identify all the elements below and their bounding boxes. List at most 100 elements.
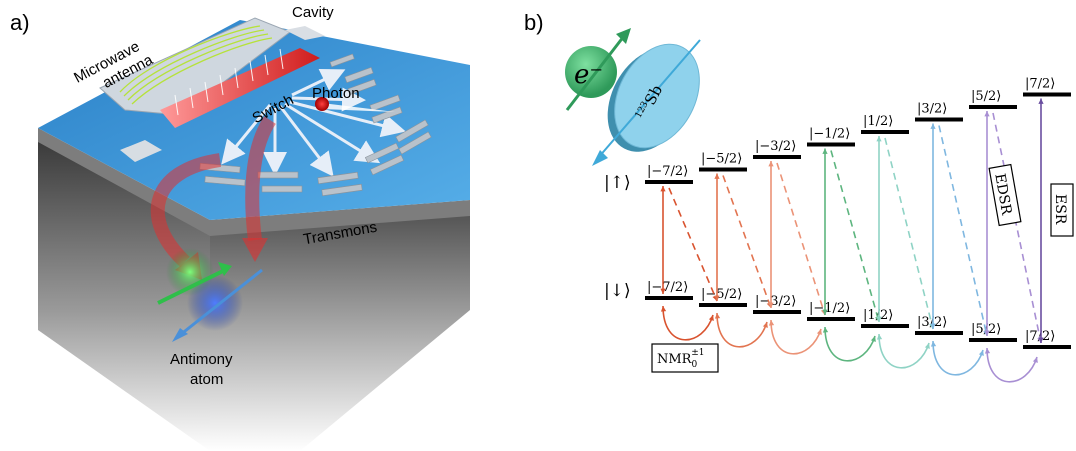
red-resonator	[160, 48, 320, 128]
nmr-label: NMR	[657, 352, 693, 367]
up-level-label: |3/2⟩	[917, 102, 947, 117]
up-level-bar	[807, 142, 855, 147]
edsr-transition	[776, 162, 826, 316]
contact-pad	[120, 140, 162, 162]
electron-label: e⁻	[574, 60, 603, 90]
nmr-curve-head	[984, 348, 991, 354]
red-arrow-left	[150, 153, 222, 268]
down-level-bar	[645, 296, 693, 300]
up-level-bar	[1023, 92, 1071, 97]
nmr-box: NMR0 ±1	[651, 343, 719, 373]
edsr-transition	[884, 137, 934, 330]
red-arrow-right-head	[242, 238, 268, 262]
edsr-transition	[992, 112, 1042, 344]
nmr-superscript: ±1	[691, 348, 704, 358]
down-level-label: |−3/2⟩	[755, 294, 796, 309]
nucleus-axis-arrow	[597, 39, 701, 159]
electron-nucleus-graphic	[565, 28, 701, 166]
nmr-curve-head	[930, 341, 937, 347]
switch-arrows	[221, 68, 406, 177]
up-level-bar	[699, 167, 747, 172]
nmr-curve	[770, 319, 822, 355]
chip-top-surface	[38, 20, 470, 220]
esr-transition-head	[984, 111, 990, 117]
nmr-curve-head	[1032, 357, 1038, 363]
esr-box: ESR	[1050, 183, 1074, 237]
esr-transition-head	[1038, 98, 1044, 104]
nmr-curve	[662, 305, 714, 341]
nucleus-spin-arrowhead	[172, 328, 188, 342]
nmr-curve-head	[876, 334, 883, 340]
esr-transition-head	[714, 295, 720, 301]
nmr-curve-head	[816, 329, 822, 335]
edsr-transition	[938, 125, 988, 337]
esr-transition-head	[822, 309, 828, 315]
up-level-label: |7/2⟩	[1025, 77, 1055, 92]
up-level-bar	[861, 130, 909, 134]
field-drops	[174, 48, 284, 116]
down-level-bar	[1023, 345, 1071, 349]
esr-transition-head	[984, 330, 990, 336]
up-level-label: |1/2⟩	[863, 114, 893, 129]
down-level-label: |−1/2⟩	[809, 301, 850, 316]
up-level-bar	[645, 180, 693, 184]
esr-transition-head	[660, 288, 666, 294]
up-level-bar	[915, 117, 963, 122]
nmr-curve-head	[714, 313, 721, 319]
esr-transition-head	[930, 123, 936, 129]
esr-transition-head	[1038, 337, 1044, 343]
electron-spin-arrow	[157, 268, 226, 305]
up-level-label: |−5/2⟩	[701, 152, 742, 167]
esr-transition-head	[876, 316, 882, 322]
panel-b-label: b)	[524, 10, 544, 35]
photon-label: Photon	[312, 85, 360, 102]
nmr-curve-head	[708, 315, 714, 321]
antenna-field-lines	[119, 25, 273, 105]
esr-transition-head	[768, 161, 774, 167]
esr-transition-head	[714, 173, 720, 179]
down-level-bar	[699, 303, 747, 307]
down-level-label: |3/2⟩	[917, 315, 947, 330]
nmr-curve-head	[768, 320, 775, 326]
cavity-block	[285, 26, 325, 40]
transitions	[660, 98, 1044, 344]
nmr-transitions	[660, 305, 1038, 383]
up-level-label: |−7/2⟩	[647, 164, 688, 179]
nmr-curve-head	[822, 327, 829, 333]
chip-side-right	[210, 215, 470, 451]
spin-up-label: |↑⟩	[604, 173, 631, 193]
nmr-curve	[716, 312, 768, 348]
nucleus-disk	[614, 43, 700, 149]
cavity-label: Cavity	[292, 4, 334, 21]
electron-sphere	[565, 46, 617, 98]
nmr-curve	[932, 340, 984, 376]
up-level-bar	[969, 105, 1017, 109]
esr-label: ESR	[1052, 194, 1068, 225]
nmr-curve-head	[978, 350, 984, 356]
esr-transition-head	[876, 136, 882, 142]
spin-down-label: |↓⟩	[604, 281, 631, 301]
down-level-label: |−5/2⟩	[701, 287, 742, 302]
down-level-label: |1/2⟩	[863, 308, 893, 323]
nucleus-axis-arrowhead	[592, 150, 608, 166]
up-level-label: |−1/2⟩	[809, 127, 850, 142]
down-level-bar	[861, 324, 909, 328]
down-level-bar	[807, 317, 855, 321]
nmr-curve	[824, 326, 876, 362]
esr-transition-head	[660, 186, 666, 192]
electron-axis-arrowhead	[616, 28, 631, 44]
red-arrow-right	[245, 116, 276, 241]
esr-transition-head	[930, 323, 936, 329]
chip-side-left	[38, 140, 210, 451]
esr-transition-head	[822, 148, 828, 154]
chip-substrate-edge	[38, 128, 470, 236]
antimony-atom-label: Antimony atom	[170, 351, 237, 388]
esr-transition-head	[768, 302, 774, 308]
nmr-curve-head	[924, 343, 930, 349]
chip-illustration	[38, 17, 470, 451]
up-level-label: |5/2⟩	[971, 89, 1001, 104]
panel-a-label: a)	[10, 10, 30, 35]
nmr-curve-head	[660, 306, 667, 312]
nmr-subscript: 0	[691, 360, 697, 370]
